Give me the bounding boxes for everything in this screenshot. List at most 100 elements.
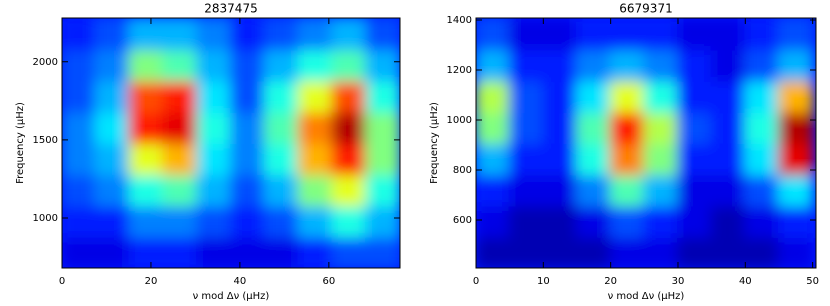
chart-title: 2837475: [204, 2, 257, 16]
heatmap-cell: [162, 235, 199, 268]
heatmap-cell: [575, 173, 612, 207]
heatmap-cell: [542, 18, 578, 51]
x-tick-label: 0: [59, 276, 65, 287]
heatmap-cell: [609, 110, 646, 145]
heatmap-cell: [365, 18, 400, 51]
heatmap-cell: [542, 110, 578, 145]
y-tick-label: 1200: [447, 65, 472, 76]
heatmap-cell: [94, 18, 131, 51]
heatmap-cell: [128, 79, 165, 113]
heatmap-cell: [94, 204, 131, 238]
heatmap-cell: [676, 18, 713, 51]
heatmap-cell: [331, 204, 368, 238]
heatmap-cell: [331, 79, 368, 113]
heatmap-cell: [710, 79, 747, 113]
heatmap-cell: [777, 204, 814, 238]
heatmap-cell: [230, 110, 266, 144]
heatmap-cell: [744, 48, 780, 82]
heatmap-cell: [365, 79, 400, 113]
heatmap-cell: [609, 173, 646, 207]
heatmap-cell: [263, 18, 300, 51]
heatmap-cell: [476, 18, 511, 51]
x-tick-label: 40: [739, 276, 752, 287]
heatmap-cell: [62, 79, 97, 113]
heatmap-cell: [744, 142, 780, 176]
heatmap-cell: [297, 18, 334, 51]
y-tick-label: 1500: [33, 135, 58, 146]
heatmap-cell: [263, 48, 300, 82]
heatmap-cells: [62, 18, 400, 268]
heatmap-cell: [62, 204, 97, 238]
heatmap-cell: [508, 235, 545, 268]
y-axis-label: Frequency (μHz): [15, 102, 26, 184]
heatmap-cell: [331, 110, 368, 144]
heatmap-cell: [162, 18, 199, 51]
heatmap-cell: [162, 110, 199, 144]
plot-frame: [475, 17, 817, 269]
y-tick-label: 800: [453, 165, 472, 176]
heatmap-cell: [710, 142, 747, 176]
heatmap-cell: [710, 18, 747, 51]
heatmap-cell: [94, 48, 131, 82]
heatmap-cell: [777, 79, 814, 113]
y-axis-label: Frequency (μHz): [429, 102, 440, 184]
x-axis-label: ν mod Δν (μHz): [193, 291, 270, 302]
heatmap-cell: [94, 173, 131, 207]
heatmap-cell: [643, 173, 679, 207]
heatmap-cell: [162, 173, 199, 207]
x-tick-label: 60: [322, 276, 335, 287]
heatmap-cell: [297, 48, 334, 82]
heatmap-cell: [128, 48, 165, 82]
heatmap-cell: [476, 48, 511, 82]
heatmap-cell: [643, 79, 679, 113]
heatmap-cell: [230, 235, 266, 268]
heatmap-cell: [263, 142, 300, 176]
heatmap-cell: [744, 235, 780, 268]
heatmap-cell: [297, 235, 334, 268]
y-tick-label: 1000: [33, 213, 58, 224]
heatmap-cell: [128, 142, 165, 176]
heatmap-cell: [128, 173, 165, 207]
heatmap-cell: [62, 235, 97, 268]
heatmap-cell: [575, 204, 612, 238]
heatmap-cell: [676, 204, 713, 238]
heatmap-cell: [331, 48, 368, 82]
heatmap-cell: [777, 48, 814, 82]
heatmap-cell: [609, 142, 646, 176]
x-tick-label: 0: [473, 276, 479, 287]
heatmap-cell: [62, 142, 97, 176]
heatmap-cell: [230, 142, 266, 176]
heatmap-cell: [476, 110, 511, 145]
x-tick-label: 20: [145, 276, 158, 287]
heatmap-cell: [542, 79, 578, 113]
heatmap-cell: [476, 235, 511, 268]
heatmap-cell: [744, 173, 780, 207]
heatmap-cell: [710, 110, 747, 145]
heatmap-cell: [777, 235, 814, 268]
heatmap-cell: [643, 235, 679, 268]
heatmap: [476, 18, 816, 268]
heatmap-cell: [676, 142, 713, 176]
heatmap-cell: [542, 48, 578, 82]
heatmap-cell: [196, 48, 232, 82]
heatmap-cell: [162, 79, 199, 113]
heatmap-cell: [128, 235, 165, 268]
heatmap-cell: [643, 18, 679, 51]
heatmap-cell: [777, 142, 814, 176]
heatmap-cell: [196, 173, 232, 207]
heatmap-cell: [62, 48, 97, 82]
heatmap-cell: [365, 173, 400, 207]
heatmap-cell: [128, 204, 165, 238]
heatmap-cell: [575, 142, 612, 176]
heatmap-cell: [297, 110, 334, 144]
heatmap-cell: [575, 110, 612, 145]
heatmap-cell: [643, 204, 679, 238]
heatmap-cell: [94, 110, 131, 144]
heatmap-cell: [331, 173, 368, 207]
heatmap-cell: [508, 18, 545, 51]
heatmap-cell: [508, 110, 545, 145]
heatmap-cell: [297, 142, 334, 176]
heatmap-cell: [62, 18, 97, 51]
heatmap-cell: [676, 79, 713, 113]
